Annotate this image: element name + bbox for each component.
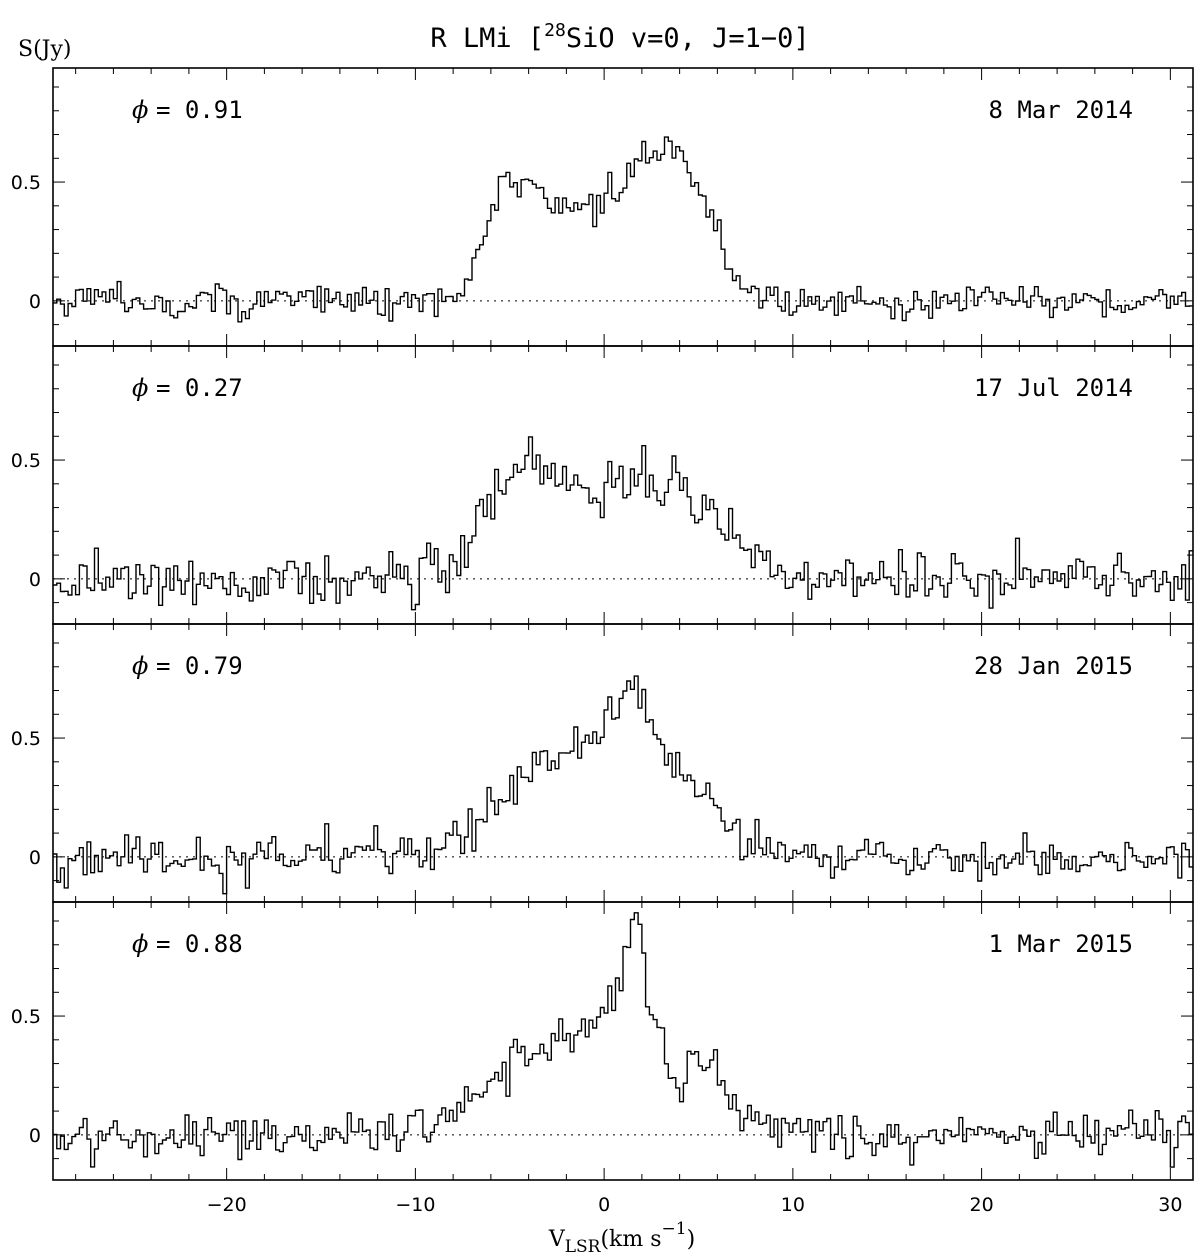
y-tick-label: 0.5 [11,1006,41,1028]
phase-value: 0.27 [185,374,243,402]
y-tick-label: 0.5 [11,728,41,750]
y-tick-label: 0 [29,291,41,313]
x-axis-label-exponent: −1 [662,1219,687,1239]
x-tick-label: −10 [395,1194,435,1216]
spectrum-line [53,912,1193,1168]
spectrum-line [53,136,1193,323]
x-axis-label-units: (km s [600,1227,661,1252]
spectrum-line [53,675,1193,895]
y-tick-label: 0 [29,847,41,869]
x-tick-label: 20 [970,1194,994,1216]
x-axis-label: VLSR(km s−1) [548,1219,695,1257]
y-tick-label: 0.5 [11,172,41,194]
date-label: 28 Jan 2015 [974,652,1133,680]
spectrum-panel: 0 0.5 ϕ = 0.79 28 Jan 2015 [11,623,1194,903]
y-tick-label: 0 [29,1125,41,1147]
y-tick-label: 0 [29,569,41,591]
panel-frame [52,901,1194,1181]
phase-value: 0.88 [185,930,243,958]
phase-label: ϕ = 0.27 [132,374,243,402]
phase-value: 0.91 [185,96,243,124]
phase-symbol: ϕ [132,652,156,680]
phase-equals: = [156,652,185,680]
spectrum-panel: 0 0.5 ϕ = 0.27 17 Jul 2014 [11,345,1194,625]
x-tick-label: 30 [1158,1194,1182,1216]
spectrum-line [53,436,1193,611]
spectrum-panel: 0 0.5 ϕ = 0.88 1 Mar 2015 [11,901,1194,1181]
date-label: 8 Mar 2014 [989,96,1134,124]
phase-symbol: ϕ [132,96,156,124]
phase-symbol: ϕ [132,930,156,958]
x-tick-label: 10 [781,1194,805,1216]
x-axis-label-subscript: LSR [565,1237,602,1257]
x-axis-label-main: V [548,1227,566,1252]
x-tick-label: −20 [207,1194,247,1216]
phase-equals: = [156,930,185,958]
date-label: 1 Mar 2015 [989,930,1134,958]
title-rest: SiO v=0, J=1−0] [566,23,810,54]
x-tick-label: 0 [598,1194,610,1216]
phase-equals: = [156,374,185,402]
x-axis-label-close: ) [687,1227,696,1252]
title-part: R LMi [ [430,23,544,54]
spectrum-panel: 0 0.5 ϕ = 0.91 8 Mar 2014 [11,67,1194,347]
phase-equals: = [156,96,185,124]
phase-symbol: ϕ [132,374,156,402]
phase-value: 0.79 [185,652,243,680]
phase-label: ϕ = 0.91 [132,96,243,124]
date-label: 17 Jul 2014 [974,374,1133,402]
y-axis-label: S(Jy) [18,37,72,62]
phase-label: ϕ = 0.79 [132,652,243,680]
chart-title: R LMi [28SiO v=0, J=1−0] [430,20,809,54]
title-superscript: 28 [544,20,566,41]
y-tick-label: 0.5 [11,450,41,472]
phase-label: ϕ = 0.88 [132,930,243,958]
spectrum-panels: 0 0.5 ϕ = 0.91 8 Mar 2014 0 0.5 ϕ = 0.27 17 Jul… [11,67,1194,1216]
